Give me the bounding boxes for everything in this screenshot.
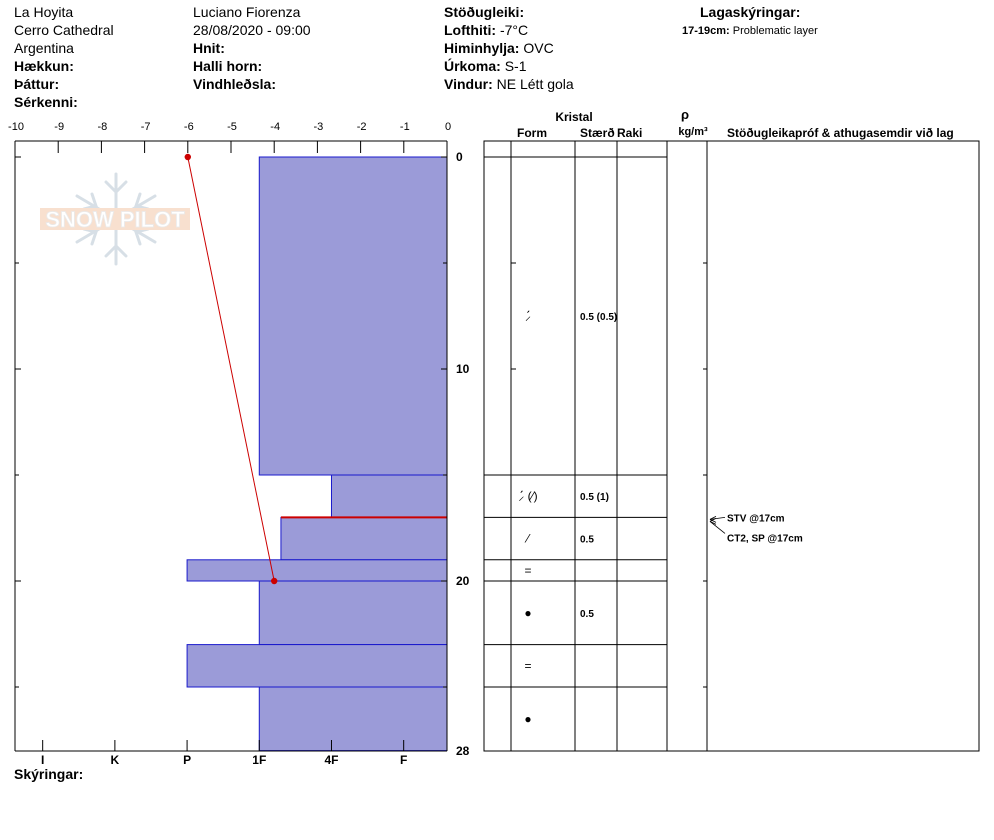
size-header: Stærð	[580, 126, 615, 140]
crystal-form-cell: =	[524, 659, 531, 673]
moisture-header: Raki	[617, 126, 642, 140]
table-rows: ⸝́ 0.5 (0.5) ⸝́ (⁄) 0.5 (1) ⁄ 0.5 = ● 0.5 = ●	[484, 156, 667, 726]
form-header: Form	[517, 126, 547, 140]
wind-value: NE Létt gola	[496, 76, 574, 92]
notes-label: Skýringar:	[14, 766, 84, 782]
temperature-point	[271, 577, 278, 585]
hardness-bar-1	[330, 474, 448, 518]
crystal-form-cell: ⸝́ (⁄)	[518, 489, 537, 503]
coords-label: Hnit:	[193, 40, 225, 56]
temp-tick-label: -7	[141, 121, 151, 133]
temp-tick-label: -8	[98, 121, 108, 133]
crystal-size-cell: 0.5	[580, 609, 594, 620]
depth-tick-label: 28	[456, 744, 470, 758]
legend-layer-range: 17-19cm:	[682, 25, 730, 37]
temp-tick-label: -10	[8, 121, 24, 133]
temp-tick-label: -2	[357, 121, 367, 133]
hardness-tick-label: 1F	[252, 753, 266, 767]
precip-value: S-1	[504, 58, 527, 74]
hardness-bar-4	[258, 580, 448, 646]
test-arrowhead	[709, 516, 717, 523]
wind-loading-label: Vindhleðsla:	[193, 76, 276, 92]
crystal-form-cell: ●	[524, 606, 531, 620]
legend-label: Lagaskýringar:	[700, 4, 801, 20]
temp-tick-label: -3	[314, 121, 324, 133]
temp-tick-label: -1	[400, 121, 410, 133]
temperature-point	[184, 153, 191, 161]
snowpilot-watermark: SNOW PILOT	[40, 172, 190, 266]
table-depth-ticks	[511, 262, 707, 688]
hardness-tick-label: K	[111, 753, 120, 767]
temp-tick-label: -9	[54, 121, 64, 133]
legend-block: Lagaskýringar:	[700, 3, 800, 21]
depth-axis: 0 10 20 28	[15, 150, 470, 758]
crystal-form-cell: =	[524, 563, 531, 577]
crystal-form-cell: ⸝́	[525, 309, 531, 323]
test-arrow	[709, 517, 726, 520]
crystal-size-cell: 0.5 (1)	[580, 492, 609, 503]
observer-block: Luciano Fiorenza 28/08/2020 - 09:00 Hnit…	[193, 3, 311, 93]
location-block: La Hoyita Cerro Cathedral Argentina Hækk…	[14, 3, 114, 111]
rho-header: ρ	[681, 107, 689, 122]
features-label: Sérkenni:	[14, 94, 78, 110]
temp-value: -7°C	[499, 22, 529, 38]
temp-tick-label: -6	[184, 121, 194, 133]
temp-tick-label: -5	[227, 121, 237, 133]
temperature-axis: -10 -9 -8 -7 -6 -5 -4 -3 -2 -1 0	[8, 121, 451, 153]
stability-test-label: CT2, SP @17cm	[727, 533, 803, 544]
hardness-tick-label: I	[41, 753, 44, 767]
tests-header: Stöðugleikapróf & athugasemdir við lag	[727, 126, 954, 140]
depth-tick-label: 20	[456, 574, 470, 588]
depth-tick-label: 0	[456, 150, 463, 164]
conditions-block: Stöðugleiki: Lofthiti: -7°C Himinhylja: …	[444, 3, 574, 93]
sky-value: OVC	[523, 40, 554, 56]
legend-layer-desc: Problematic layer	[732, 25, 818, 37]
sky-label: Himinhylja:	[444, 40, 520, 56]
stability-label: Stöðugleiki:	[444, 4, 525, 20]
crystal-size-cell: 0.5 (0.5)	[580, 312, 617, 323]
density-unit-header: kg/m³	[678, 126, 708, 138]
location-name: La Hoyita	[14, 4, 74, 20]
hardness-tick-label: P	[183, 753, 191, 767]
test-arrow	[709, 521, 726, 534]
hardness-axis: I K P 1F 4F F	[41, 740, 407, 767]
temperature-profile	[184, 153, 278, 585]
temperature-line	[187, 156, 275, 582]
hardness-bar-6	[258, 686, 448, 752]
hardness-bar-0	[258, 156, 448, 476]
hardness-bar-3	[186, 559, 448, 582]
hardness-bar-2	[280, 516, 448, 561]
location-country: Argentina	[14, 40, 74, 56]
depth-tick-label: 10	[456, 362, 470, 376]
crystal-form-cell: ●	[524, 712, 531, 726]
hardness-bars	[186, 156, 448, 752]
crystal-size-cell: 0.5	[580, 535, 594, 546]
precip-label: Úrkoma:	[444, 58, 501, 74]
stability-tests: STV @17cm CT2, SP @17cm	[709, 513, 803, 544]
test-arrowhead	[709, 518, 717, 525]
crystal-form-cell: ⁄	[524, 532, 531, 546]
wind-label: Vindur:	[444, 76, 493, 92]
aspect-label: Þáttur:	[14, 76, 60, 92]
temp-tick-label: -4	[270, 121, 280, 133]
legend-entry: 17-19cm: Problematic layer	[682, 22, 818, 40]
observer-name: Luciano Fiorenza	[193, 4, 301, 20]
location-area: Cerro Cathedral	[14, 22, 114, 38]
temp-label: Lofthiti:	[444, 22, 497, 38]
stability-test-label: STV @17cm	[727, 513, 785, 524]
elevation-label: Hækkun:	[14, 58, 74, 74]
crystal-header: Kristal	[555, 110, 592, 124]
watermark-text: SNOW PILOT	[45, 207, 185, 232]
temp-tick-label: 0	[445, 121, 451, 133]
slope-label: Halli horn:	[193, 58, 263, 74]
observation-datetime: 28/08/2020 - 09:00	[193, 22, 311, 38]
hardness-bar-5	[186, 644, 448, 688]
hardness-tick-label: F	[400, 753, 407, 767]
hardness-tick-label: 4F	[324, 753, 338, 767]
layer-table: Kristal Form Stærð Raki ρ kg/m³ Stöðugle…	[483, 107, 980, 752]
